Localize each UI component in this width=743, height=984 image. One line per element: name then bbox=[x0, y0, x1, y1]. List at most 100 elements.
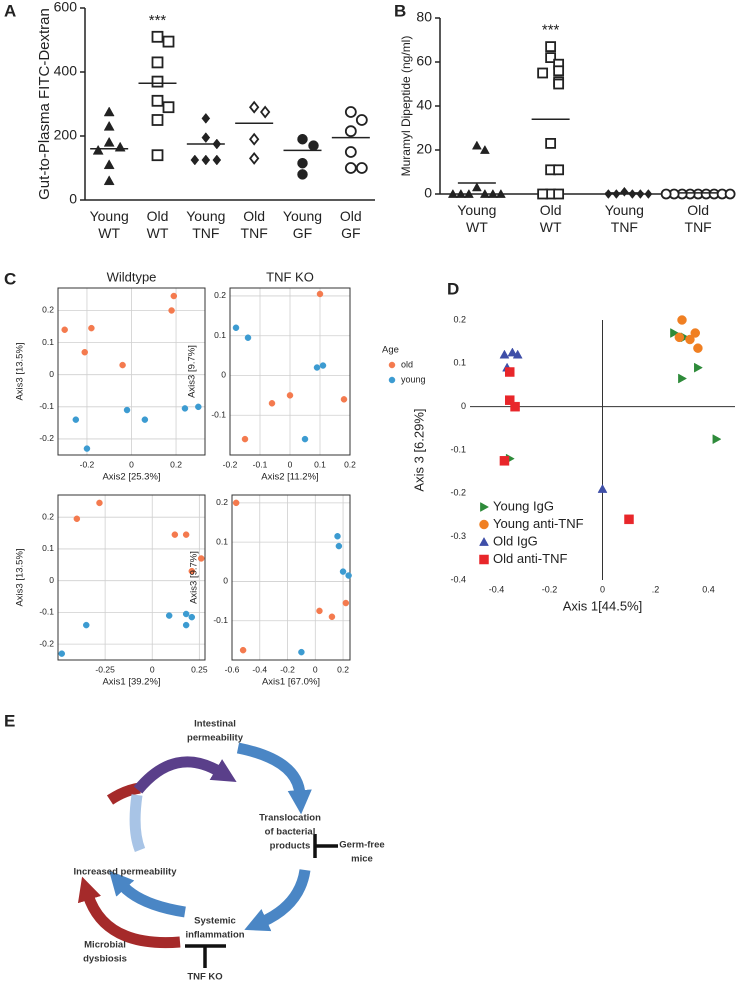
point bbox=[301, 435, 309, 443]
diagram-label: permeability bbox=[187, 733, 244, 744]
point bbox=[96, 499, 103, 507]
y-tick-label: -0.1 bbox=[213, 615, 228, 625]
point bbox=[597, 483, 608, 493]
point bbox=[505, 367, 515, 377]
diagram-arrows bbox=[77, 742, 338, 968]
y-tick-label: 200 bbox=[54, 127, 78, 143]
y-tick-label: 0 bbox=[424, 185, 432, 201]
point bbox=[479, 188, 490, 198]
point bbox=[694, 362, 703, 373]
point bbox=[512, 349, 523, 359]
point bbox=[73, 515, 81, 523]
arrow bbox=[77, 876, 181, 949]
x-tick-label: 0.4 bbox=[702, 584, 715, 594]
diagram-label: Microbial bbox=[84, 940, 126, 951]
point bbox=[103, 120, 115, 131]
chart-title: TNF KO bbox=[266, 269, 314, 284]
inhibitor bbox=[313, 834, 338, 858]
y-axis-label: Axis 3 [6.29%] bbox=[411, 408, 426, 491]
y-tick-label: -0.1 bbox=[39, 607, 54, 617]
point bbox=[92, 144, 104, 155]
x-tick-label: Old WT bbox=[147, 208, 169, 241]
point bbox=[545, 41, 557, 52]
y-axis-label: Axis3 [9.7%] bbox=[187, 345, 198, 398]
point bbox=[685, 334, 695, 345]
point bbox=[355, 162, 368, 174]
panel-label: D bbox=[447, 279, 459, 298]
diagram-label: products bbox=[270, 841, 311, 852]
y-axis-label: Axis3 [9.7%] bbox=[189, 551, 200, 604]
point bbox=[249, 100, 260, 114]
x-tick-label: Young GF bbox=[283, 208, 322, 241]
point bbox=[151, 75, 164, 88]
point bbox=[344, 106, 357, 118]
panel-label: E bbox=[4, 711, 15, 730]
point bbox=[620, 186, 629, 197]
point bbox=[103, 136, 115, 147]
point bbox=[182, 531, 190, 538]
point bbox=[479, 144, 490, 154]
plot-frame bbox=[231, 494, 351, 661]
x-tick-label: 0 bbox=[313, 664, 318, 674]
inhibitor bbox=[185, 944, 226, 968]
point bbox=[119, 361, 126, 369]
legend-label: old bbox=[401, 359, 413, 369]
point bbox=[447, 188, 458, 198]
y-tick-label: -0.1 bbox=[450, 444, 466, 454]
arrow bbox=[133, 756, 237, 794]
point bbox=[151, 114, 164, 126]
point bbox=[507, 347, 518, 357]
point bbox=[644, 189, 653, 199]
y-tick-label: 0.1 bbox=[42, 337, 54, 347]
y-tick-label: 0 bbox=[223, 576, 228, 586]
point bbox=[678, 373, 688, 384]
legend-label: Young IgG bbox=[493, 498, 554, 513]
point bbox=[72, 416, 80, 423]
x-tick-label: 0.25 bbox=[191, 664, 208, 674]
y-tick-label: 0.1 bbox=[42, 543, 54, 553]
point bbox=[61, 326, 68, 333]
y-tick-label: 0.2 bbox=[214, 290, 226, 300]
point bbox=[286, 392, 294, 399]
legend-marker bbox=[479, 536, 489, 546]
arrow bbox=[244, 868, 311, 932]
x-tick-label: -0.4 bbox=[489, 584, 505, 594]
x-tick-label: 0 bbox=[600, 584, 605, 594]
x-tick-label: Old WT bbox=[540, 202, 562, 235]
point bbox=[81, 348, 88, 356]
point bbox=[201, 154, 211, 166]
point bbox=[545, 137, 557, 149]
point bbox=[239, 646, 247, 654]
point bbox=[201, 132, 211, 144]
plot-frame bbox=[57, 287, 206, 456]
point bbox=[83, 445, 91, 452]
point bbox=[168, 307, 175, 314]
point bbox=[103, 106, 115, 117]
point bbox=[537, 188, 549, 200]
diagram-label: Germ-free bbox=[339, 840, 384, 851]
point bbox=[510, 401, 520, 412]
legend-label: Old IgG bbox=[493, 533, 538, 548]
point bbox=[499, 349, 510, 359]
x-tick-label: -0.6 bbox=[225, 664, 240, 674]
x-tick-label: Young TNF bbox=[186, 208, 225, 241]
point bbox=[182, 621, 190, 629]
point bbox=[712, 434, 722, 445]
point bbox=[604, 189, 613, 199]
y-axis-label: Axis3 [13.5%] bbox=[15, 548, 26, 606]
point bbox=[232, 324, 240, 332]
point bbox=[612, 189, 621, 199]
y-tick-label: 400 bbox=[54, 63, 78, 79]
point bbox=[197, 555, 205, 562]
point bbox=[344, 162, 357, 174]
point bbox=[345, 572, 352, 579]
legend-marker bbox=[480, 502, 490, 512]
point bbox=[553, 164, 565, 176]
y-tick-label: -0.2 bbox=[39, 638, 54, 648]
y-axis-label: Muramyl Dipeptide (ng/ml) bbox=[399, 36, 413, 177]
point bbox=[88, 324, 95, 332]
diagram-label: mice bbox=[351, 854, 373, 865]
x-tick-label: -0.1 bbox=[253, 459, 268, 469]
point bbox=[553, 188, 565, 200]
